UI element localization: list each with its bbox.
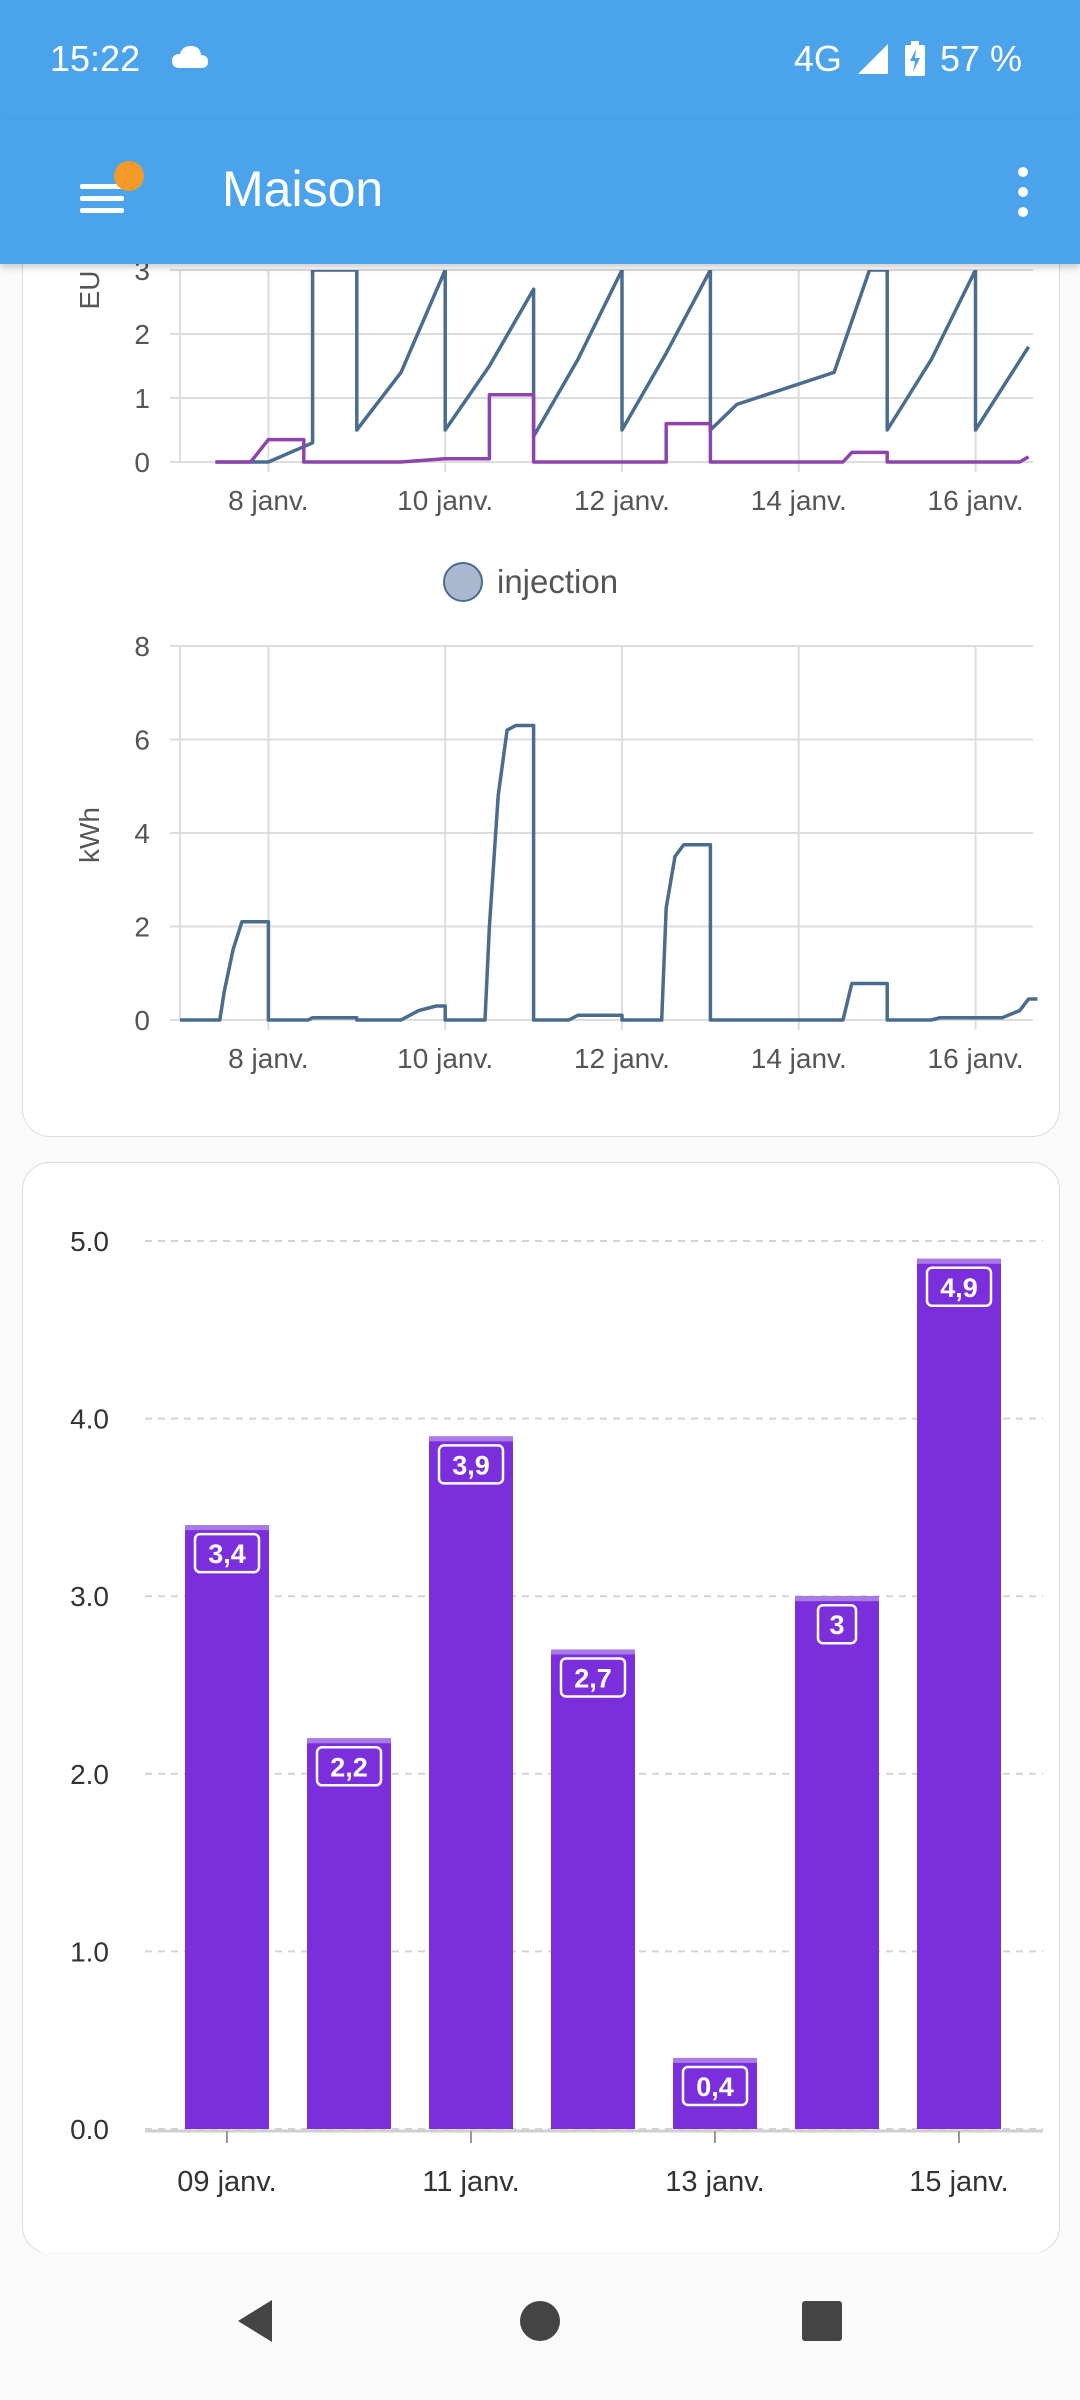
injection-line-chart: 8 janv. 10 janv. 12 janv. 14 janv. 16 janv. 0… — [74, 631, 1038, 1074]
legend-swatch-injection — [443, 562, 483, 602]
notification-dot — [114, 161, 144, 191]
page-title: Maison — [222, 161, 384, 217]
y-tick-label: 4.0 — [70, 1404, 109, 1435]
y-tick-label: 8 — [134, 631, 150, 662]
y-tick-label: 6 — [134, 725, 150, 756]
data-label-box — [681, 2065, 749, 2107]
x-tick-label: 13 janv. — [665, 2166, 764, 2198]
series-line-1 — [215, 270, 1031, 464]
legend-label-injection: injection — [497, 563, 619, 600]
data-label: 3,4 — [208, 1539, 246, 1569]
x-tick-label: 11 janv. — [422, 2166, 519, 2198]
data-label: 3 — [829, 1610, 844, 1640]
data-label: 0,4 — [696, 2072, 734, 2102]
cloud-icon — [172, 46, 208, 68]
data-label: 3,9 — [452, 1450, 490, 1480]
daily-bar-chart: 0.0 1.0 2.0 3.0 4.0 5.0 3,4 2,2 3,9 2,7 0,4 3 4,9 09 … — [70, 1226, 1043, 2198]
y-axis-label: EU — [74, 271, 105, 310]
data-label: 2,2 — [330, 1752, 368, 1782]
x-tick-label: 10 janv. — [397, 1043, 493, 1074]
data-label-box — [193, 1532, 261, 1574]
data-label: 4,9 — [940, 1273, 978, 1303]
daily-energy-card: 0.0 1.0 2.0 3.0 4.0 5.0 3,4 2,2 3,9 2,7 0,4 3 4,9 09 … — [22, 1162, 1060, 2254]
recents-icon[interactable] — [800, 2299, 844, 2343]
x-tick-label: 8 janv. — [228, 1043, 308, 1074]
data-label-box — [437, 1444, 505, 1485]
signal-icon — [857, 44, 888, 74]
battery-percent: 57 % — [939, 38, 1022, 79]
data-label-box — [315, 1746, 383, 1787]
x-tick-label: 8 janv. — [228, 485, 308, 516]
y-tick-label: 2.0 — [70, 1759, 109, 1790]
data-label-box — [816, 1603, 858, 1645]
back-icon[interactable] — [232, 2296, 282, 2346]
bar-highlight — [795, 1596, 879, 1602]
chart-legend[interactable]: injection — [443, 562, 618, 602]
y-tick-label: 0 — [134, 1005, 150, 1036]
y-tick-label: 1.0 — [70, 1936, 109, 1967]
x-tick-label: 14 janv. — [751, 1043, 847, 1074]
bar-highlight — [185, 1525, 269, 1531]
app-bar: Maison — [0, 120, 1080, 264]
battery-icon — [904, 41, 925, 76]
more-options-icon[interactable] — [1006, 162, 1040, 222]
y-tick-label: 2 — [134, 319, 150, 350]
menu-icon[interactable] — [78, 160, 148, 230]
x-tick-label: 16 janv. — [928, 1043, 1024, 1074]
bar-highlight — [551, 1649, 635, 1655]
bar-highlight — [917, 1258, 1001, 1264]
bar — [429, 1436, 513, 2129]
bar-highlight — [429, 1436, 513, 1442]
x-tick-label: 12 janv. — [574, 485, 670, 516]
bar — [185, 1525, 269, 2129]
data-label-box — [559, 1657, 627, 1698]
bar — [551, 1649, 635, 2129]
series-line-2 — [215, 393, 1030, 464]
x-tick-label: 09 janv. — [177, 2166, 276, 2198]
home-icon[interactable] — [518, 2299, 562, 2343]
x-tick-label: 14 janv. — [751, 485, 847, 516]
y-tick-label: 0.0 — [70, 2114, 109, 2145]
y-tick-label: 4 — [134, 818, 150, 849]
x-tick-label: 16 janv. — [928, 485, 1024, 516]
y-tick-label: 0 — [134, 447, 150, 478]
bar — [307, 1738, 391, 2129]
data-label: 2,7 — [574, 1663, 612, 1693]
x-tick-label: 10 janv. — [397, 485, 493, 516]
status-bar: 15:22 4G 57 % — [0, 0, 1080, 120]
energy-history-card: 8 janv. 10 janv. 12 janv. 14 janv. 16 janv. 0… — [22, 200, 1060, 1137]
status-time: 15:22 — [50, 38, 141, 79]
network-type: 4G — [793, 38, 842, 79]
injection-line — [180, 723, 1038, 1022]
y-tick-label: 5.0 — [70, 1226, 109, 1257]
data-label-box — [925, 1266, 993, 1308]
x-tick-label: 15 janv. — [909, 2166, 1008, 2198]
bar — [673, 2057, 757, 2129]
y-tick-label: 1 — [134, 383, 150, 414]
y-axis-label: kWh — [74, 807, 105, 863]
y-tick-label: 3.0 — [70, 1581, 109, 1612]
bar — [917, 1258, 1001, 2129]
x-tick-label: 12 janv. — [574, 1043, 670, 1074]
bar-highlight — [673, 2057, 757, 2063]
bar-highlight — [307, 1738, 391, 1744]
y-tick-label: 2 — [134, 912, 150, 943]
navigation-bar — [0, 2252, 1080, 2400]
bar — [795, 1596, 879, 2129]
